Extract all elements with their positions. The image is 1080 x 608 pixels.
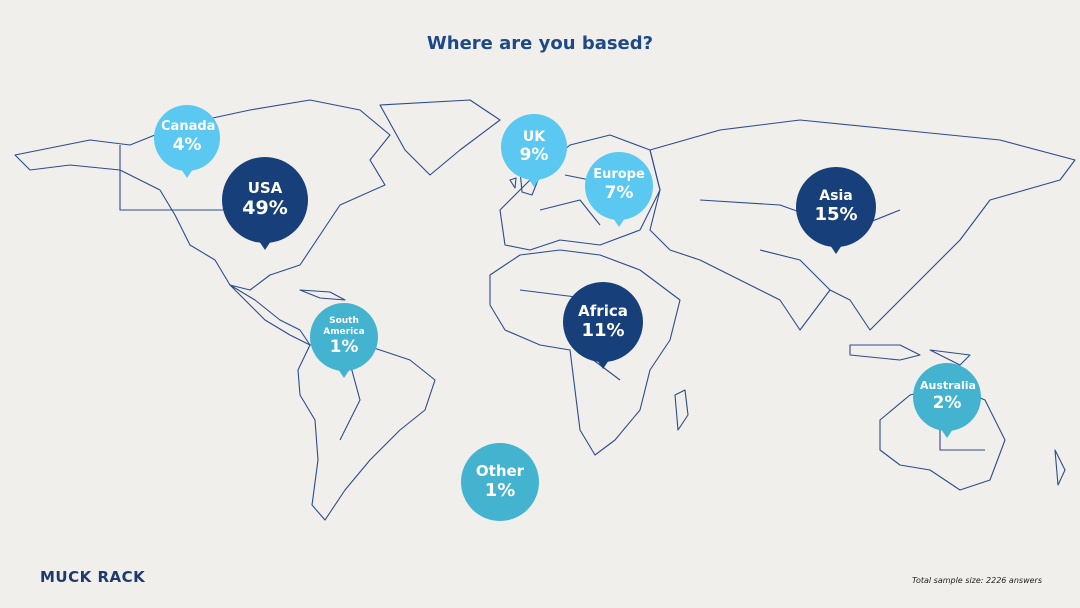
new-zealand — [1054, 449, 1066, 486]
region-name: Europe — [593, 167, 645, 183]
region-share: 49% — [242, 197, 288, 220]
region-bubble: Europe 7% — [585, 152, 653, 227]
region-bubble: UK 9% — [501, 114, 567, 187]
indonesia — [849, 344, 971, 366]
region-share: 1% — [329, 337, 359, 358]
region-name: Asia — [819, 188, 853, 205]
region-bubble: Other 1% — [461, 443, 539, 521]
region-bubble: Africa 11% — [563, 282, 643, 369]
region-share: 11% — [581, 319, 625, 341]
north-america — [14, 99, 391, 291]
region-name: USA — [247, 178, 283, 197]
region-bubble: South America 1% — [310, 303, 378, 378]
region-name: South America — [323, 316, 365, 337]
region-name: Canada — [161, 119, 216, 135]
region-share: 7% — [604, 183, 634, 204]
region-name: Africa — [578, 301, 628, 320]
region-bubble: Australia 2% — [913, 363, 981, 438]
region-share: 4% — [172, 135, 202, 156]
region-bubble: Asia 15% — [796, 167, 876, 254]
region-bubble: USA 49% — [222, 157, 308, 250]
footnote: Total sample size: 2226 answers — [912, 576, 1042, 585]
region-share: 15% — [814, 204, 858, 226]
brand: MUCK RACK — [40, 568, 146, 586]
region-bubble: Canada 4% — [154, 105, 220, 178]
region-name: UK — [522, 128, 546, 145]
region-name: Australia — [920, 379, 976, 393]
south-america — [297, 339, 436, 521]
greenland — [379, 99, 501, 176]
region-name: Other — [475, 461, 525, 480]
region-share: 1% — [484, 479, 516, 501]
region-share: 2% — [932, 393, 962, 414]
region-share: 9% — [519, 144, 549, 165]
title: Where are you based? — [426, 33, 654, 54]
central-america — [229, 284, 346, 346]
madagascar — [674, 389, 689, 431]
